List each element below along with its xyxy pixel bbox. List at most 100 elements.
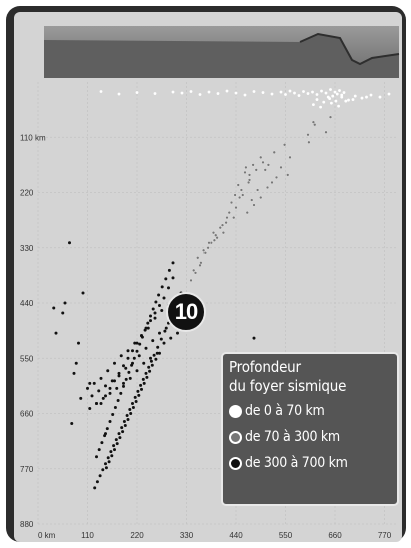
data-point <box>101 468 105 472</box>
legend-entry-label: de 300 à 700 km <box>245 455 348 471</box>
data-point <box>54 331 58 335</box>
data-point <box>192 268 196 272</box>
data-point <box>144 371 148 375</box>
data-point <box>131 405 135 409</box>
data-point <box>106 369 110 373</box>
data-point <box>98 474 102 478</box>
data-point <box>117 371 121 375</box>
data-point <box>313 123 317 127</box>
data-point <box>329 88 332 91</box>
x-tick-label: 110 <box>81 531 94 540</box>
y-axis: 110 km 220 330 440 550 660 770 880 <box>20 133 46 529</box>
data-point <box>288 89 292 93</box>
data-point <box>227 210 231 215</box>
data-point <box>77 341 80 345</box>
data-point <box>315 93 319 96</box>
data-point <box>130 363 134 367</box>
data-point <box>61 311 65 315</box>
data-point <box>211 231 216 235</box>
data-point <box>153 92 157 95</box>
data-point <box>95 401 98 405</box>
data-point <box>319 105 322 109</box>
data-point <box>229 200 234 205</box>
data-point <box>110 454 114 458</box>
data-point <box>122 420 126 424</box>
data-point <box>151 339 155 343</box>
data-point <box>225 89 229 93</box>
y-tick-label: 220 <box>20 189 34 198</box>
data-point <box>135 91 139 94</box>
data-point <box>132 356 136 360</box>
data-point <box>122 381 125 385</box>
data-point <box>154 357 158 361</box>
data-point <box>306 133 310 137</box>
data-point <box>122 384 125 388</box>
data-point <box>218 226 222 230</box>
data-point <box>101 396 105 400</box>
data-point <box>131 349 134 353</box>
data-point <box>110 379 114 383</box>
data-point <box>97 448 101 452</box>
data-point <box>127 370 131 374</box>
data-point <box>129 412 133 415</box>
data-point <box>150 363 154 367</box>
data-point <box>243 93 247 97</box>
data-point <box>95 480 99 484</box>
data-point <box>149 356 152 360</box>
relief-outline <box>299 32 400 66</box>
data-point <box>324 91 328 95</box>
data-point <box>149 314 152 318</box>
data-point <box>153 311 157 315</box>
data-point <box>342 91 346 94</box>
data-point <box>156 345 160 349</box>
data-point <box>328 115 333 119</box>
data-point <box>220 223 225 227</box>
data-point <box>306 92 310 95</box>
data-point <box>176 331 179 335</box>
data-point <box>256 188 260 192</box>
data-point <box>328 97 331 100</box>
data-point <box>131 401 134 405</box>
data-point <box>265 185 270 190</box>
data-point <box>236 183 240 187</box>
data-point <box>104 394 107 398</box>
data-point <box>274 175 279 180</box>
data-point <box>141 377 145 381</box>
data-point <box>108 386 112 390</box>
data-point <box>108 391 112 395</box>
data-point <box>113 379 116 383</box>
data-point <box>270 92 274 96</box>
data-point <box>347 98 350 102</box>
data-point <box>284 93 287 96</box>
data-point <box>266 163 270 167</box>
data-point <box>324 130 328 134</box>
data-point <box>158 304 161 308</box>
data-point <box>164 326 168 330</box>
data-point <box>331 94 335 98</box>
data-point <box>159 337 163 341</box>
data-point <box>234 91 238 95</box>
data-point <box>252 90 256 93</box>
data-point <box>128 376 132 380</box>
data-point <box>312 103 315 107</box>
data-point <box>135 349 139 353</box>
data-point <box>137 393 141 397</box>
data-point <box>283 143 287 147</box>
data-point <box>118 436 122 440</box>
data-point <box>124 366 128 370</box>
black-dot-icon <box>229 456 242 470</box>
data-point <box>151 307 155 311</box>
data-point <box>74 361 78 365</box>
data-point <box>369 93 373 97</box>
data-point <box>207 90 211 94</box>
data-point <box>239 188 243 192</box>
data-point <box>297 94 301 97</box>
data-point <box>112 444 116 448</box>
y-tick-label: 770 <box>20 465 34 474</box>
data-point <box>171 276 175 280</box>
data-point <box>311 120 315 124</box>
data-point <box>245 210 249 215</box>
data-point <box>136 389 140 393</box>
x-tick-label: 330 <box>180 531 194 540</box>
x-tick-label: 220 <box>130 531 144 540</box>
